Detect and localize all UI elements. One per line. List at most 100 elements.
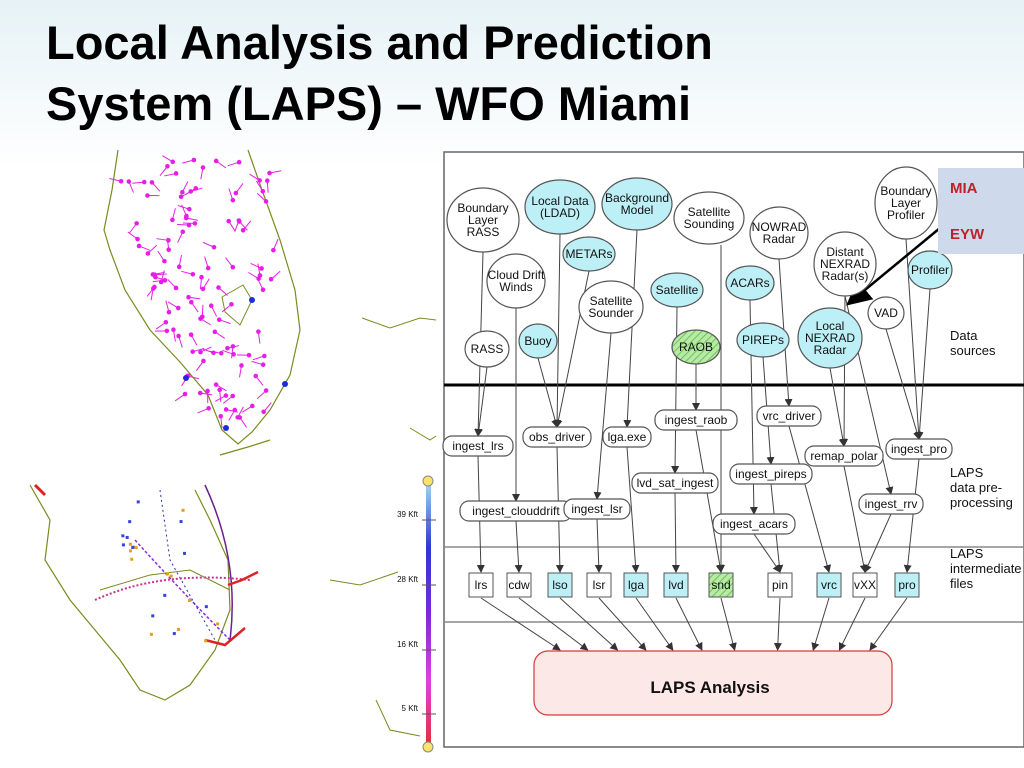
process-ingest_lsr: ingest_lsr (563, 498, 631, 520)
file-pro: pro (894, 572, 920, 598)
process-lga_exe: lga.exe (602, 426, 652, 448)
process-label: ingest_clouddrift (472, 504, 560, 518)
source-raob: RAOB (671, 329, 721, 365)
section-label-line: sources (950, 343, 996, 358)
section-label-line: Data (950, 328, 978, 343)
source-label: Model (621, 203, 654, 217)
process-label: ingest_pro (891, 442, 947, 456)
file-lsr: lsr (586, 572, 612, 598)
process-label: obs_driver (529, 430, 585, 444)
file-label: pin (772, 578, 788, 592)
laps-analysis-box: LAPS Analysis (533, 650, 893, 716)
altitude-scale: 39 Kft 28 Kft 16 Kft 5 Kft (397, 475, 436, 753)
file-label: lrs (475, 578, 488, 592)
source-label: ACARs (730, 276, 769, 290)
file-vxx: vXX (852, 572, 878, 598)
source-label: Sounding (684, 217, 735, 231)
analysis-label: LAPS Analysis (650, 678, 769, 697)
florida-coast-bottom (29, 484, 231, 701)
file-label: pro (898, 578, 916, 592)
file-label: vrc (821, 578, 837, 592)
altitude-tick-label: 16 Kft (397, 640, 419, 649)
process-ingest_raob: ingest_raob (654, 409, 738, 431)
section-label-line: data pre- (950, 480, 1002, 495)
source-vad: VAD (867, 296, 905, 330)
altitude-tick-label: 5 Kft (402, 704, 419, 713)
source-label: Layer (891, 196, 921, 210)
file-vrc: vrc (816, 572, 842, 598)
source-label: NEXRAD (805, 331, 855, 345)
source-buoy: Buoy (518, 323, 558, 359)
process-label: lga.exe (608, 430, 647, 444)
source-label: Profiler (911, 263, 949, 277)
process-label: vrc_driver (763, 409, 816, 423)
section-label-line: LAPS (950, 546, 984, 561)
process-lvd_sat_ingest: lvd_sat_ingest (631, 472, 719, 494)
source-label: RAOB (679, 340, 713, 354)
page-title: Local Analysis and Prediction System (LA… (46, 12, 946, 134)
process-ingest_pireps: ingest_pireps (729, 463, 813, 485)
process-ingest_clouddrift: ingest_clouddrift (459, 500, 573, 522)
source-label: Distant (826, 245, 864, 259)
process-vrc_driver: vrc_driver (756, 405, 822, 427)
source-label: RASS (471, 342, 504, 356)
source-label: Satellite (656, 283, 699, 297)
title-line-2: System (LAPS) – WFO Miami (46, 77, 692, 130)
process-label: ingest_acars (720, 517, 788, 531)
legend-eyw: EYW (950, 226, 985, 243)
file-label: lvd (668, 578, 683, 592)
title-line-1: Local Analysis and Prediction (46, 16, 713, 69)
source-metars: METARs (562, 236, 616, 272)
source-label: (LDAD) (540, 206, 580, 220)
source-prof: Profiler (907, 250, 953, 290)
source-label: Local Data (531, 194, 589, 208)
process-obs_driver: obs_driver (522, 426, 592, 448)
source-label: PIREPs (742, 333, 784, 347)
file-lrs: lrs (468, 572, 494, 598)
process-ingest_acars: ingest_acars (712, 513, 796, 535)
source-pireps: PIREPs (736, 322, 790, 358)
source-label: Layer (468, 213, 498, 227)
section-label-line: intermediate (950, 561, 1022, 576)
file-pin: pin (767, 572, 793, 598)
source-label: Boundary (880, 184, 931, 198)
process-label: ingest_rrv (865, 497, 918, 511)
process-label: ingest_lsr (571, 502, 622, 516)
source-label: Local (816, 319, 845, 333)
source-label: Cloud Drift (488, 268, 545, 282)
process-label: ingest_pireps (735, 467, 806, 481)
file-lga: lga (623, 572, 649, 598)
source-label: NOWRAD (752, 220, 807, 234)
source-acars: ACARs (725, 265, 775, 301)
source-label: Radar (763, 232, 796, 246)
source-label: RASS (467, 225, 500, 239)
process-ingest_pro: ingest_pro (885, 438, 953, 460)
source-label: NEXRAD (820, 257, 870, 271)
process-remap_polar: remap_polar (804, 445, 884, 467)
process-label: lvd_sat_ingest (637, 476, 714, 490)
source-label: Boundary (457, 201, 508, 215)
florida-maps: 39 Kft 28 Kft 16 Kft 5 Kft (29, 149, 437, 753)
process-label: remap_polar (810, 449, 877, 463)
source-label: Winds (499, 280, 532, 294)
florida-coast-top (103, 149, 301, 445)
source-label: Background (605, 191, 669, 205)
altitude-tick-label: 28 Kft (397, 575, 419, 584)
file-label: cdw (508, 578, 530, 592)
process-ingest_lrs: ingest_lrs (442, 435, 514, 457)
altitude-tick-label: 39 Kft (397, 510, 419, 519)
source-label: Satellite (688, 205, 731, 219)
file-snd: snd (708, 572, 734, 598)
file-label: snd (711, 578, 730, 592)
file-lso: lso (547, 572, 573, 598)
source-rass: RASS (464, 330, 510, 368)
